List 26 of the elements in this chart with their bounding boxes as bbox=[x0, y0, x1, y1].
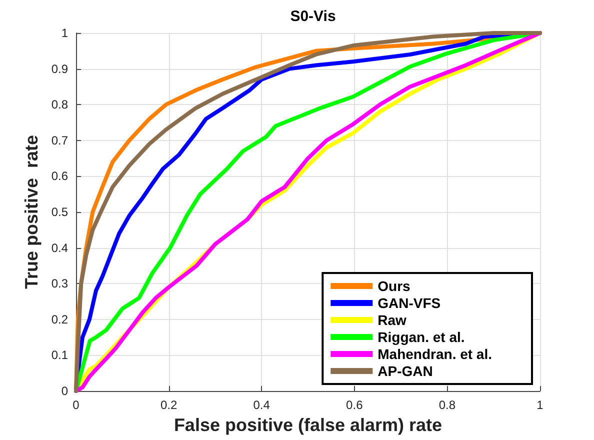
y-tick-label: 0.5 bbox=[51, 205, 68, 219]
y-tick-label: 0.2 bbox=[51, 312, 68, 326]
x-tick-label: 0.2 bbox=[160, 398, 178, 412]
y-axis-title: True positive rate bbox=[21, 134, 42, 290]
legend-label: Riggan. et al. bbox=[378, 329, 465, 345]
legend-label: AP-GAN bbox=[378, 363, 433, 379]
y-tick-label: 1 bbox=[61, 26, 68, 40]
y-tick-label: 0.4 bbox=[51, 240, 68, 255]
y-tick-label: 0.8 bbox=[51, 98, 68, 112]
y-tick-label: 0.3 bbox=[51, 276, 68, 291]
legend-label: Ours bbox=[378, 278, 411, 294]
chart-title: S0-Vis bbox=[290, 8, 336, 25]
x-tick-label: 0.6 bbox=[346, 398, 364, 412]
y-tick-label: 0.6 bbox=[51, 169, 68, 184]
y-tick-label: 0.1 bbox=[51, 348, 68, 362]
x-tick-label: 0.4 bbox=[253, 398, 270, 412]
x-tick-label: 0 bbox=[72, 398, 80, 412]
y-tick-label: 0.9 bbox=[51, 62, 68, 76]
x-tick-label: 1 bbox=[536, 398, 544, 412]
y-tick-label: 0 bbox=[61, 384, 68, 398]
y-tick-label: 0.7 bbox=[51, 133, 68, 148]
x-tick-label: 0.8 bbox=[438, 398, 456, 412]
legend-label: Raw bbox=[378, 312, 407, 328]
x-axis-title: False positive (false alarm) rate bbox=[174, 414, 442, 435]
legend-label: GAN-VFS bbox=[378, 295, 441, 311]
legend-label: Mahendran. et al. bbox=[378, 346, 492, 362]
